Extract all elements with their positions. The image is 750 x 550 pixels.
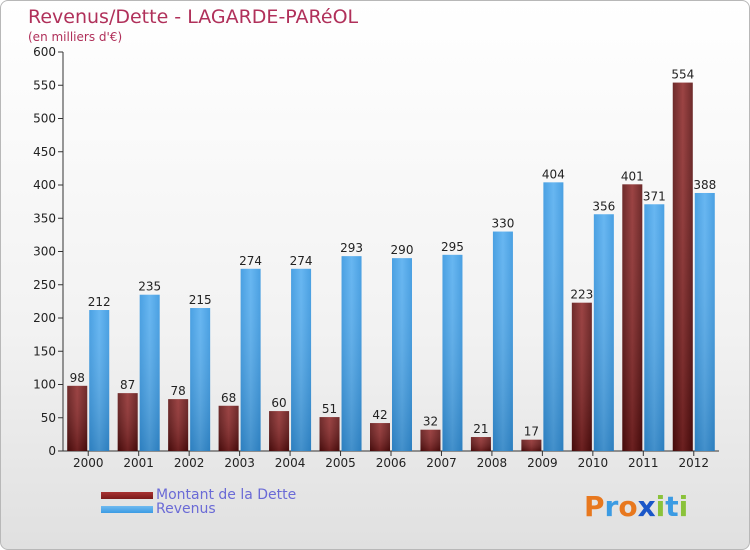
bar-dette-shade [420, 429, 441, 451]
bar-revenus-shade [694, 192, 715, 452]
bar-revenus-shade [392, 258, 412, 451]
y-tick-label: 200 [33, 311, 56, 325]
y-tick-label: 50 [41, 411, 56, 425]
bar-dette-shade [370, 423, 390, 451]
bar-dette-shade [319, 417, 340, 451]
data-label-dette: 51 [322, 402, 337, 416]
data-label-revenus: 330 [491, 217, 514, 231]
y-tick-label: 100 [33, 378, 56, 392]
x-tick-label: 2004 [275, 456, 306, 470]
data-label-dette: 32 [423, 415, 438, 429]
data-label-dette: 87 [120, 378, 135, 392]
x-tick-label: 2001 [123, 456, 154, 470]
bar-dette-shade [571, 302, 592, 451]
bar-dette-shade [470, 437, 491, 451]
y-tick-label: 250 [33, 278, 56, 292]
data-label-dette: 98 [70, 371, 85, 385]
x-tick-label: 2007 [426, 456, 457, 470]
x-tick-label: 2012 [678, 456, 709, 470]
bar-revenus-shade [644, 204, 665, 451]
y-tick-label: 300 [33, 245, 56, 259]
data-label-dette: 21 [473, 422, 488, 436]
logo-letter: o [618, 490, 638, 523]
x-tick-label: 2002 [174, 456, 205, 470]
bar-revenus-shade [442, 254, 463, 451]
x-tick-label: 2005 [325, 456, 356, 470]
data-label-revenus: 212 [88, 295, 111, 309]
data-label-revenus: 388 [693, 178, 716, 192]
bar-dette-shade [218, 405, 239, 451]
data-label-revenus: 235 [138, 280, 161, 294]
data-label-revenus: 293 [340, 241, 363, 255]
y-tick-label: 450 [33, 145, 56, 159]
y-tick-label: 550 [33, 78, 56, 92]
chart-title: Revenus/Dette - LAGARDE-PARéOL [28, 6, 359, 28]
bar-revenus-shade [291, 268, 312, 451]
data-label-dette: 401 [621, 169, 644, 183]
bar-dette-shade [117, 393, 138, 451]
logo-letter: x [637, 490, 656, 523]
legend-swatch-revenus [101, 506, 153, 513]
data-label-revenus: 274 [290, 254, 313, 268]
data-label-dette: 554 [671, 68, 694, 82]
bar-revenus-shade [492, 231, 513, 451]
bar-revenus-shade [593, 214, 614, 451]
logo-letter: i [655, 490, 666, 523]
data-label-revenus: 274 [239, 254, 262, 268]
x-tick-label: 2003 [224, 456, 255, 470]
legend-swatch-dette [101, 492, 153, 499]
x-tick-label: 2010 [578, 456, 609, 470]
x-tick-label: 2008 [477, 456, 508, 470]
y-tick-label: 350 [33, 211, 56, 225]
bar-revenus-shade [341, 256, 362, 451]
x-tick-label: 2009 [527, 456, 558, 470]
data-label-revenus: 356 [592, 199, 615, 213]
bar-revenus-shade [139, 294, 160, 451]
data-label-dette: 42 [372, 408, 387, 422]
data-label-dette: 223 [570, 288, 593, 302]
data-label-dette: 78 [171, 384, 186, 398]
y-tick-label: 500 [33, 112, 56, 126]
data-label-dette: 17 [524, 425, 539, 439]
logo-letter: r [604, 490, 619, 523]
data-label-revenus: 290 [391, 243, 414, 257]
legend-label-revenus: Revenus [156, 501, 216, 517]
logo-letter: P [584, 490, 605, 523]
y-tick-label: 400 [33, 178, 56, 192]
bar-revenus-shade [190, 308, 211, 451]
x-tick-label: 2000 [73, 456, 104, 470]
chart-subtitle: (en milliers d'€) [28, 30, 123, 44]
y-tick-label: 0 [48, 444, 56, 458]
x-tick-label: 2006 [376, 456, 407, 470]
x-tick-label: 2011 [628, 456, 659, 470]
proxiti-logo: Proxiti [584, 490, 688, 523]
bar-dette-shade [672, 82, 693, 451]
data-label-revenus: 295 [441, 240, 464, 254]
y-tick-label: 150 [33, 344, 56, 358]
bar-dette-shade [67, 385, 88, 451]
bar-revenus-shade [543, 182, 564, 451]
bar-revenus-shade [240, 268, 261, 451]
data-label-revenus: 215 [189, 293, 212, 307]
logo-letter: i [678, 490, 689, 523]
data-label-revenus: 371 [643, 189, 666, 203]
y-tick-label: 600 [33, 45, 56, 59]
bar-dette-shade [622, 184, 643, 451]
data-label-revenus: 404 [542, 167, 565, 181]
data-label-dette: 68 [221, 391, 236, 405]
bar-dette-shade [269, 411, 290, 451]
bar-revenus-shade [89, 310, 110, 451]
data-label-dette: 60 [271, 396, 286, 410]
bar-dette-shade [168, 399, 189, 451]
bar-dette-shade [521, 439, 542, 451]
logo-letter: t [665, 490, 679, 523]
legend-label-dette: Montant de la Dette [156, 487, 297, 503]
